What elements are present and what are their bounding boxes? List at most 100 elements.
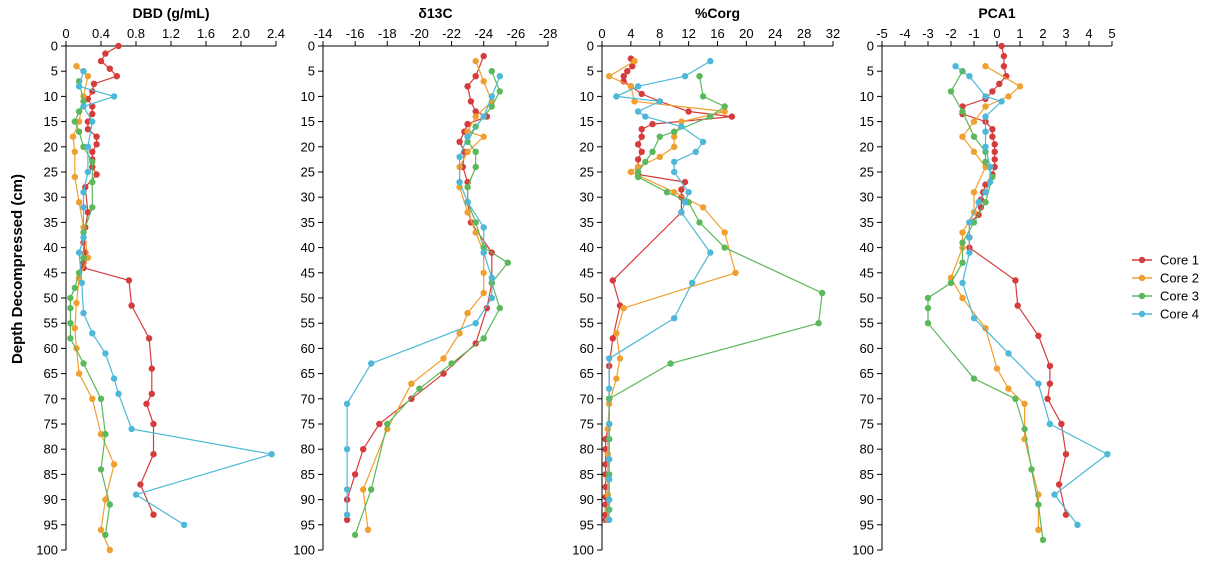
- y-tick-label: 5: [587, 64, 594, 79]
- data-point: [989, 88, 996, 95]
- data-point: [69, 133, 77, 140]
- data-point: [1062, 451, 1070, 458]
- data-point: [970, 118, 978, 125]
- y-tick-label: 15: [580, 114, 594, 129]
- series-core-2: [947, 62, 1042, 533]
- data-point: [989, 133, 996, 140]
- y-tick-label: 85: [580, 467, 594, 482]
- data-point: [483, 304, 491, 312]
- data-point: [970, 219, 978, 226]
- data-point: [1062, 511, 1070, 518]
- data-point: [106, 501, 114, 508]
- data-point: [671, 133, 678, 140]
- y-tick-label: 90: [580, 492, 594, 507]
- panel-title: DBD (g/mL): [133, 5, 210, 21]
- data-point: [1005, 350, 1012, 357]
- y-tick-label: 65: [860, 366, 874, 381]
- data-point: [627, 83, 635, 90]
- data-point: [360, 446, 367, 453]
- data-point: [638, 133, 645, 140]
- data-point: [671, 315, 678, 322]
- data-point: [696, 219, 703, 226]
- y-tick-label: 70: [860, 391, 874, 406]
- data-point: [1012, 277, 1019, 284]
- data-point: [75, 249, 83, 256]
- x-tick-label: 3: [1062, 26, 1069, 41]
- data-point: [364, 526, 372, 533]
- data-point: [456, 178, 463, 186]
- data-point: [606, 385, 613, 392]
- series-line: [607, 60, 737, 520]
- data-point: [678, 123, 685, 130]
- y-tick-label: 10: [301, 89, 315, 104]
- y-axis-title: Depth Decompressed (cm): [9, 174, 26, 364]
- data-point: [959, 133, 966, 140]
- data-point: [480, 249, 487, 256]
- data-point: [1016, 83, 1024, 90]
- y-tick-label: 15: [860, 114, 874, 129]
- series-core-3: [924, 68, 1047, 544]
- data-point: [982, 158, 989, 166]
- data-point: [982, 103, 989, 110]
- x-tick-label: 2.0: [232, 26, 250, 41]
- data-point: [488, 274, 495, 281]
- data-point: [631, 98, 638, 105]
- data-point: [1058, 420, 1065, 428]
- data-point: [681, 73, 689, 80]
- legend-item: Core 2: [1132, 271, 1199, 286]
- y-tick-label: 35: [580, 215, 594, 230]
- data-point: [707, 113, 714, 120]
- data-point: [1028, 466, 1035, 473]
- series-line: [354, 70, 509, 536]
- data-point: [80, 68, 87, 75]
- data-point: [721, 229, 728, 236]
- data-point: [1044, 395, 1051, 402]
- data-point: [150, 420, 157, 428]
- data-point: [102, 430, 109, 438]
- data-point: [616, 355, 624, 362]
- data-point: [656, 153, 663, 161]
- data-point: [696, 73, 703, 80]
- data-point: [368, 486, 375, 493]
- data-point: [102, 50, 109, 57]
- data-point: [71, 148, 79, 155]
- x-tick-label: 2.4: [267, 26, 285, 41]
- data-point: [699, 138, 707, 145]
- data-point: [480, 224, 487, 231]
- data-point: [97, 526, 105, 533]
- x-tick-label: -2: [945, 26, 957, 41]
- data-point: [93, 171, 100, 178]
- data-point: [1039, 536, 1047, 544]
- data-point: [75, 108, 83, 115]
- data-point: [667, 360, 674, 367]
- y-tick-label: 45: [860, 265, 874, 280]
- data-point: [602, 501, 609, 508]
- y-tick-label: 25: [44, 165, 58, 180]
- y-tick-label: 65: [580, 366, 594, 381]
- data-point: [970, 315, 978, 322]
- y-tick-label: 35: [44, 215, 58, 230]
- data-point: [681, 199, 689, 206]
- data-point: [480, 335, 487, 342]
- y-tick-label: 65: [44, 366, 58, 381]
- x-tick-label: 0.4: [92, 26, 110, 41]
- data-point: [1021, 425, 1028, 433]
- data-point: [966, 234, 973, 241]
- x-tick-label: -18: [378, 26, 397, 41]
- data-point: [464, 309, 471, 317]
- data-point: [84, 118, 92, 125]
- series-core-1: [80, 42, 157, 518]
- y-tick-label: 95: [580, 517, 594, 532]
- data-point: [620, 78, 627, 85]
- data-point: [488, 294, 495, 302]
- data-point: [986, 178, 994, 186]
- data-point: [343, 516, 351, 523]
- data-point: [71, 325, 79, 332]
- panel-title: δ13C: [418, 5, 452, 21]
- data-point: [128, 302, 135, 309]
- data-point: [448, 360, 455, 367]
- data-point: [89, 118, 96, 125]
- data-point: [606, 496, 613, 503]
- data-point: [966, 249, 973, 256]
